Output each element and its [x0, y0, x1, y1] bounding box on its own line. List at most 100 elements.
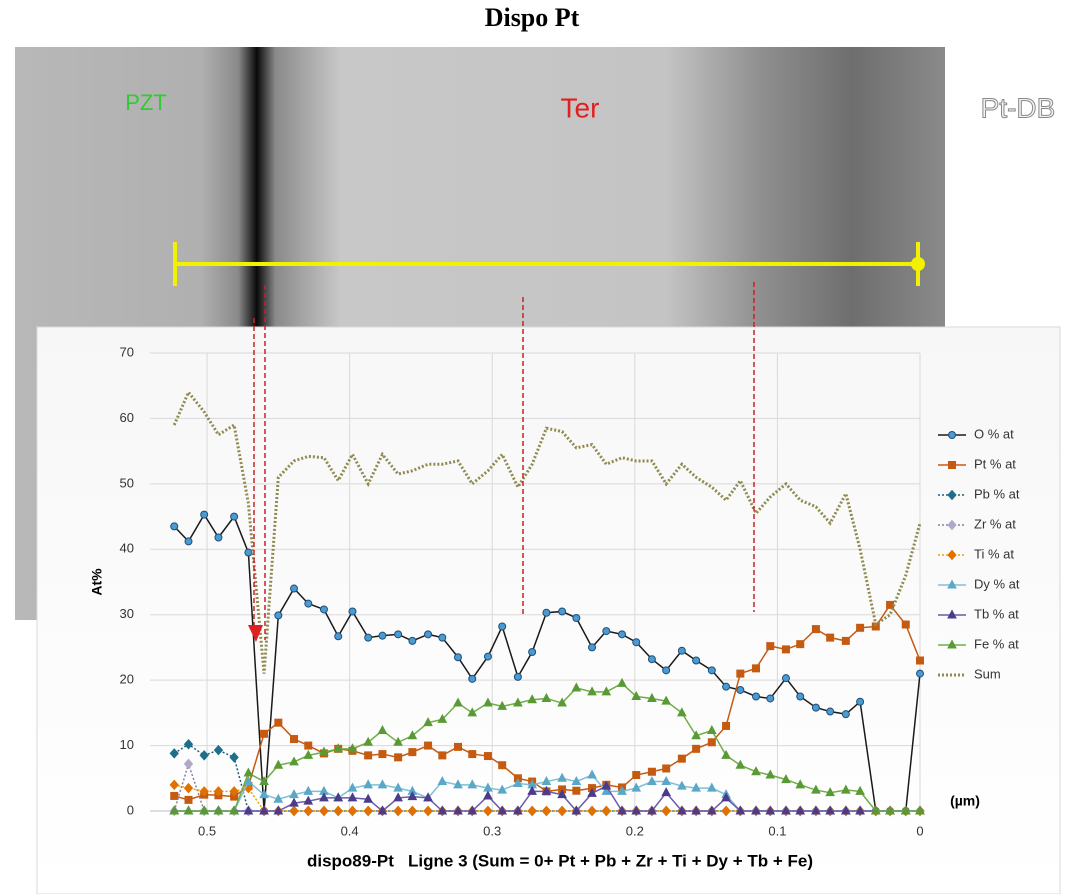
marker [587, 805, 597, 817]
marker [290, 735, 299, 744]
marker [631, 690, 642, 700]
y-tick-label: 30 [120, 606, 134, 621]
marker [200, 510, 209, 519]
marker [947, 579, 957, 589]
marker [513, 805, 523, 815]
marker [243, 775, 254, 786]
marker [483, 790, 493, 800]
marker [513, 697, 523, 707]
marker [735, 805, 746, 815]
marker [677, 805, 687, 815]
legend-label: Pt % at [974, 456, 1016, 471]
marker [437, 805, 448, 815]
marker [855, 805, 865, 815]
marker [394, 630, 403, 639]
legend-label: Ti % at [974, 546, 1014, 561]
marker [662, 764, 671, 773]
marker [571, 682, 582, 692]
marker [677, 707, 687, 717]
image-label: PZT [125, 90, 167, 115]
marker [498, 622, 507, 631]
marker [274, 611, 283, 620]
marker [722, 682, 731, 691]
marker [796, 692, 805, 701]
marker [661, 775, 672, 786]
legend-item: Pb % at [938, 486, 1020, 501]
marker [334, 632, 343, 641]
marker [947, 519, 957, 531]
marker [647, 775, 657, 786]
marker [841, 784, 851, 794]
marker [364, 633, 373, 642]
marker [468, 674, 477, 683]
marker [408, 636, 417, 645]
marker [333, 805, 343, 817]
marker [230, 512, 239, 521]
legend-label: Tb % at [974, 606, 1019, 621]
marker [587, 686, 597, 696]
marker [948, 431, 956, 439]
marker [347, 805, 358, 817]
marker [407, 730, 418, 740]
marker [826, 707, 835, 716]
marker [319, 746, 329, 756]
marker [243, 767, 254, 777]
marker [273, 805, 284, 815]
marker [721, 805, 731, 817]
legend-item: Pt % at [938, 456, 1016, 471]
marker [424, 630, 433, 639]
marker [497, 700, 508, 710]
marker [304, 599, 313, 608]
marker [796, 640, 805, 649]
marker [438, 633, 447, 642]
legend-label: Zr % at [974, 516, 1016, 531]
marker [289, 805, 299, 817]
marker [751, 766, 761, 776]
plot: 0 10 20 30 40 50 60 70 0.5 0.4 0.3 0.2 0.1 0 At% (µm) di… [89, 344, 1020, 870]
marker [483, 697, 493, 707]
marker [587, 787, 597, 797]
marker [811, 625, 820, 634]
marker [259, 775, 269, 786]
marker [856, 697, 865, 706]
marker [781, 674, 790, 683]
marker [557, 772, 567, 782]
marker [393, 782, 403, 792]
marker [498, 761, 507, 770]
marker [170, 791, 179, 800]
marker [825, 805, 836, 815]
marker [229, 786, 239, 797]
marker [467, 707, 478, 717]
marker [423, 792, 433, 802]
marker [319, 805, 329, 817]
marker [841, 636, 850, 645]
marker [795, 779, 806, 789]
marker [647, 692, 657, 702]
y-tick-label: 40 [120, 541, 134, 556]
marker [483, 752, 492, 761]
marker [199, 786, 209, 797]
marker [437, 713, 448, 723]
marker [290, 584, 299, 593]
series-line [172, 389, 922, 674]
marker [601, 805, 611, 817]
x-tick-label: 0.2 [626, 823, 644, 838]
marker [870, 805, 881, 815]
marker [781, 805, 791, 815]
marker [947, 639, 957, 649]
marker [378, 631, 387, 640]
scale-bar [173, 242, 925, 286]
marker [377, 805, 388, 815]
marker [393, 792, 403, 802]
marker [169, 779, 179, 791]
marker [423, 805, 433, 817]
marker [707, 738, 716, 747]
marker [691, 782, 701, 792]
marker [348, 607, 357, 616]
marker [467, 805, 478, 815]
marker [303, 805, 313, 817]
marker [722, 721, 731, 730]
image-label: Pt-DB [981, 92, 1056, 123]
marker [885, 805, 895, 815]
marker [677, 780, 687, 790]
